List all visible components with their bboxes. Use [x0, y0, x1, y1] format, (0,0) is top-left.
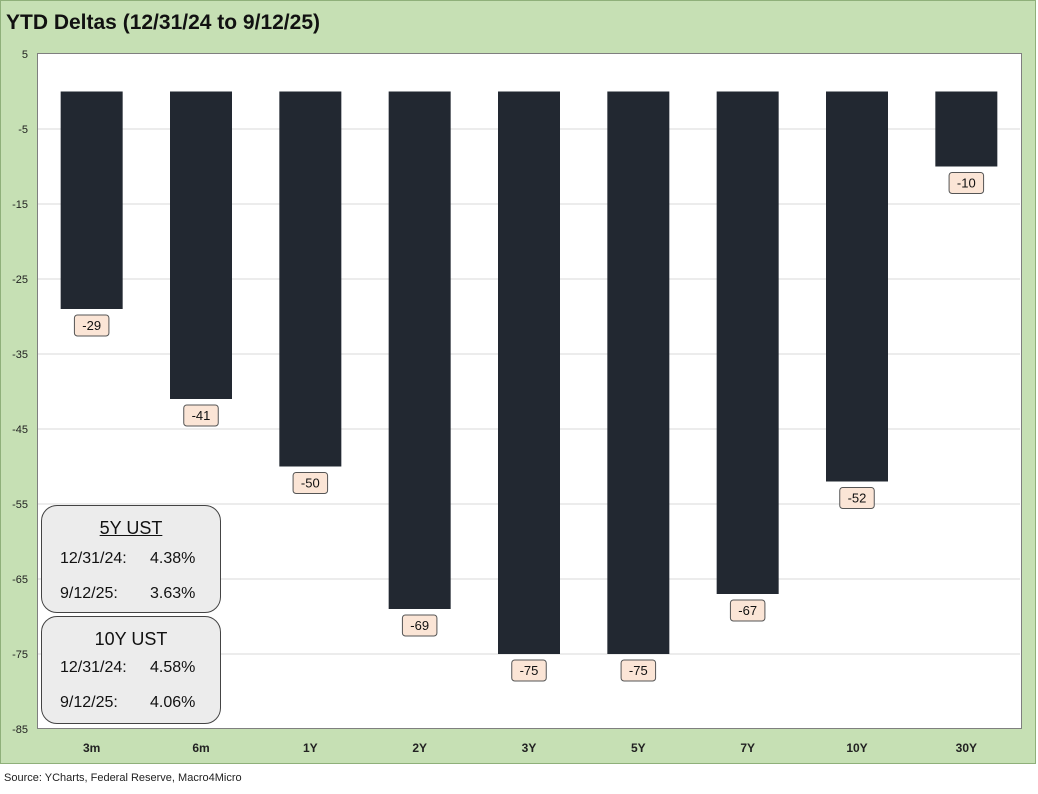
data-label-box [839, 487, 875, 509]
data-label-box [73, 314, 110, 337]
info-box-date: 12/31/24: [60, 550, 127, 567]
x-tick-label: 7Y [740, 741, 755, 755]
bar-3y [498, 91, 560, 654]
x-tick-label: 6m [192, 741, 209, 755]
y-tick-label: -45 [12, 424, 28, 436]
bar-6m [170, 91, 232, 399]
x-tick-label: 3Y [522, 741, 537, 755]
bar-3m [60, 91, 123, 309]
data-label-box [183, 404, 219, 427]
bar-1y [279, 91, 342, 467]
bar-30y [935, 91, 998, 167]
data-label: -29 [82, 318, 101, 333]
info-box-title: 5Y UST [99, 518, 163, 538]
y-tick-label: -15 [12, 199, 28, 211]
y-axis-ticks: 5 -5 -15 -25 -35 -45 -55 -65 -75 -85 [12, 49, 28, 736]
source-note: Source: YCharts, Federal Reserve, Macro4… [4, 772, 242, 784]
bars: -29 -41 -50 -69 -75 -75 -67 -52 -10 [60, 91, 998, 682]
x-tick-label: 2Y [412, 741, 427, 755]
bar-10y [826, 91, 888, 482]
bar-2y [388, 91, 451, 609]
info-box-row: 9/12/25: 4.06% [60, 694, 195, 712]
data-label: -10 [957, 176, 976, 191]
data-label: -69 [410, 618, 429, 633]
data-label: -67 [738, 603, 757, 618]
y-tick-label: -55 [12, 499, 28, 511]
y-tick-label: 5 [22, 49, 28, 61]
y-tick-label: -35 [12, 349, 28, 361]
data-label-box [620, 659, 657, 682]
info-box-date: 12/31/24: [60, 659, 127, 676]
data-label: -41 [192, 408, 211, 423]
x-tick-label: 3m [83, 741, 100, 755]
data-label: -75 [629, 663, 648, 678]
info-box-5y-ust: 5Y UST 12/31/24: 4.38% 9/12/25: 3.63% [41, 505, 221, 613]
data-label-box [729, 599, 766, 622]
data-label: -52 [848, 491, 867, 506]
x-tick-label: 10Y [846, 741, 867, 755]
bar-7y [716, 91, 779, 594]
data-label-box [511, 659, 547, 682]
data-label: -50 [301, 476, 320, 491]
chart-title: YTD Deltas (12/31/24 to 9/12/25) [6, 11, 320, 34]
info-box-row: 12/31/24: 4.38% [60, 550, 195, 568]
x-tick-label: 5Y [631, 741, 646, 755]
y-tick-label: -25 [12, 274, 28, 286]
y-tick-label: -75 [12, 649, 28, 661]
info-box-value: 4.06% [150, 694, 196, 711]
info-box-value: 3.63% [150, 585, 196, 602]
info-box-10y-ust: 10Y UST 12/31/24: 4.58% 9/12/25: 4.06% [41, 616, 221, 724]
bar-5y [607, 91, 670, 654]
y-tick-label: -5 [18, 124, 28, 136]
info-box-title: 10Y UST [94, 629, 168, 649]
x-tick-label: 1Y [303, 741, 318, 755]
info-box-date: 9/12/25: [60, 694, 118, 711]
data-label-box [948, 172, 985, 194]
info-box-row: 12/31/24: 4.58% [60, 659, 195, 677]
info-box-value: 4.38% [150, 550, 196, 567]
data-label-box [401, 614, 438, 637]
info-box-value: 4.58% [150, 659, 196, 676]
y-tick-label: -85 [12, 724, 28, 736]
data-label-box [292, 472, 329, 494]
data-label: -75 [520, 663, 539, 678]
y-tick-label: -65 [12, 574, 28, 586]
x-axis-ticks: 3m 6m 1Y 2Y 3Y 5Y 7Y 10Y 30Y [83, 741, 977, 755]
info-box-date: 9/12/25: [60, 585, 118, 602]
x-tick-label: 30Y [956, 741, 977, 755]
info-box-row: 9/12/25: 3.63% [60, 585, 195, 603]
